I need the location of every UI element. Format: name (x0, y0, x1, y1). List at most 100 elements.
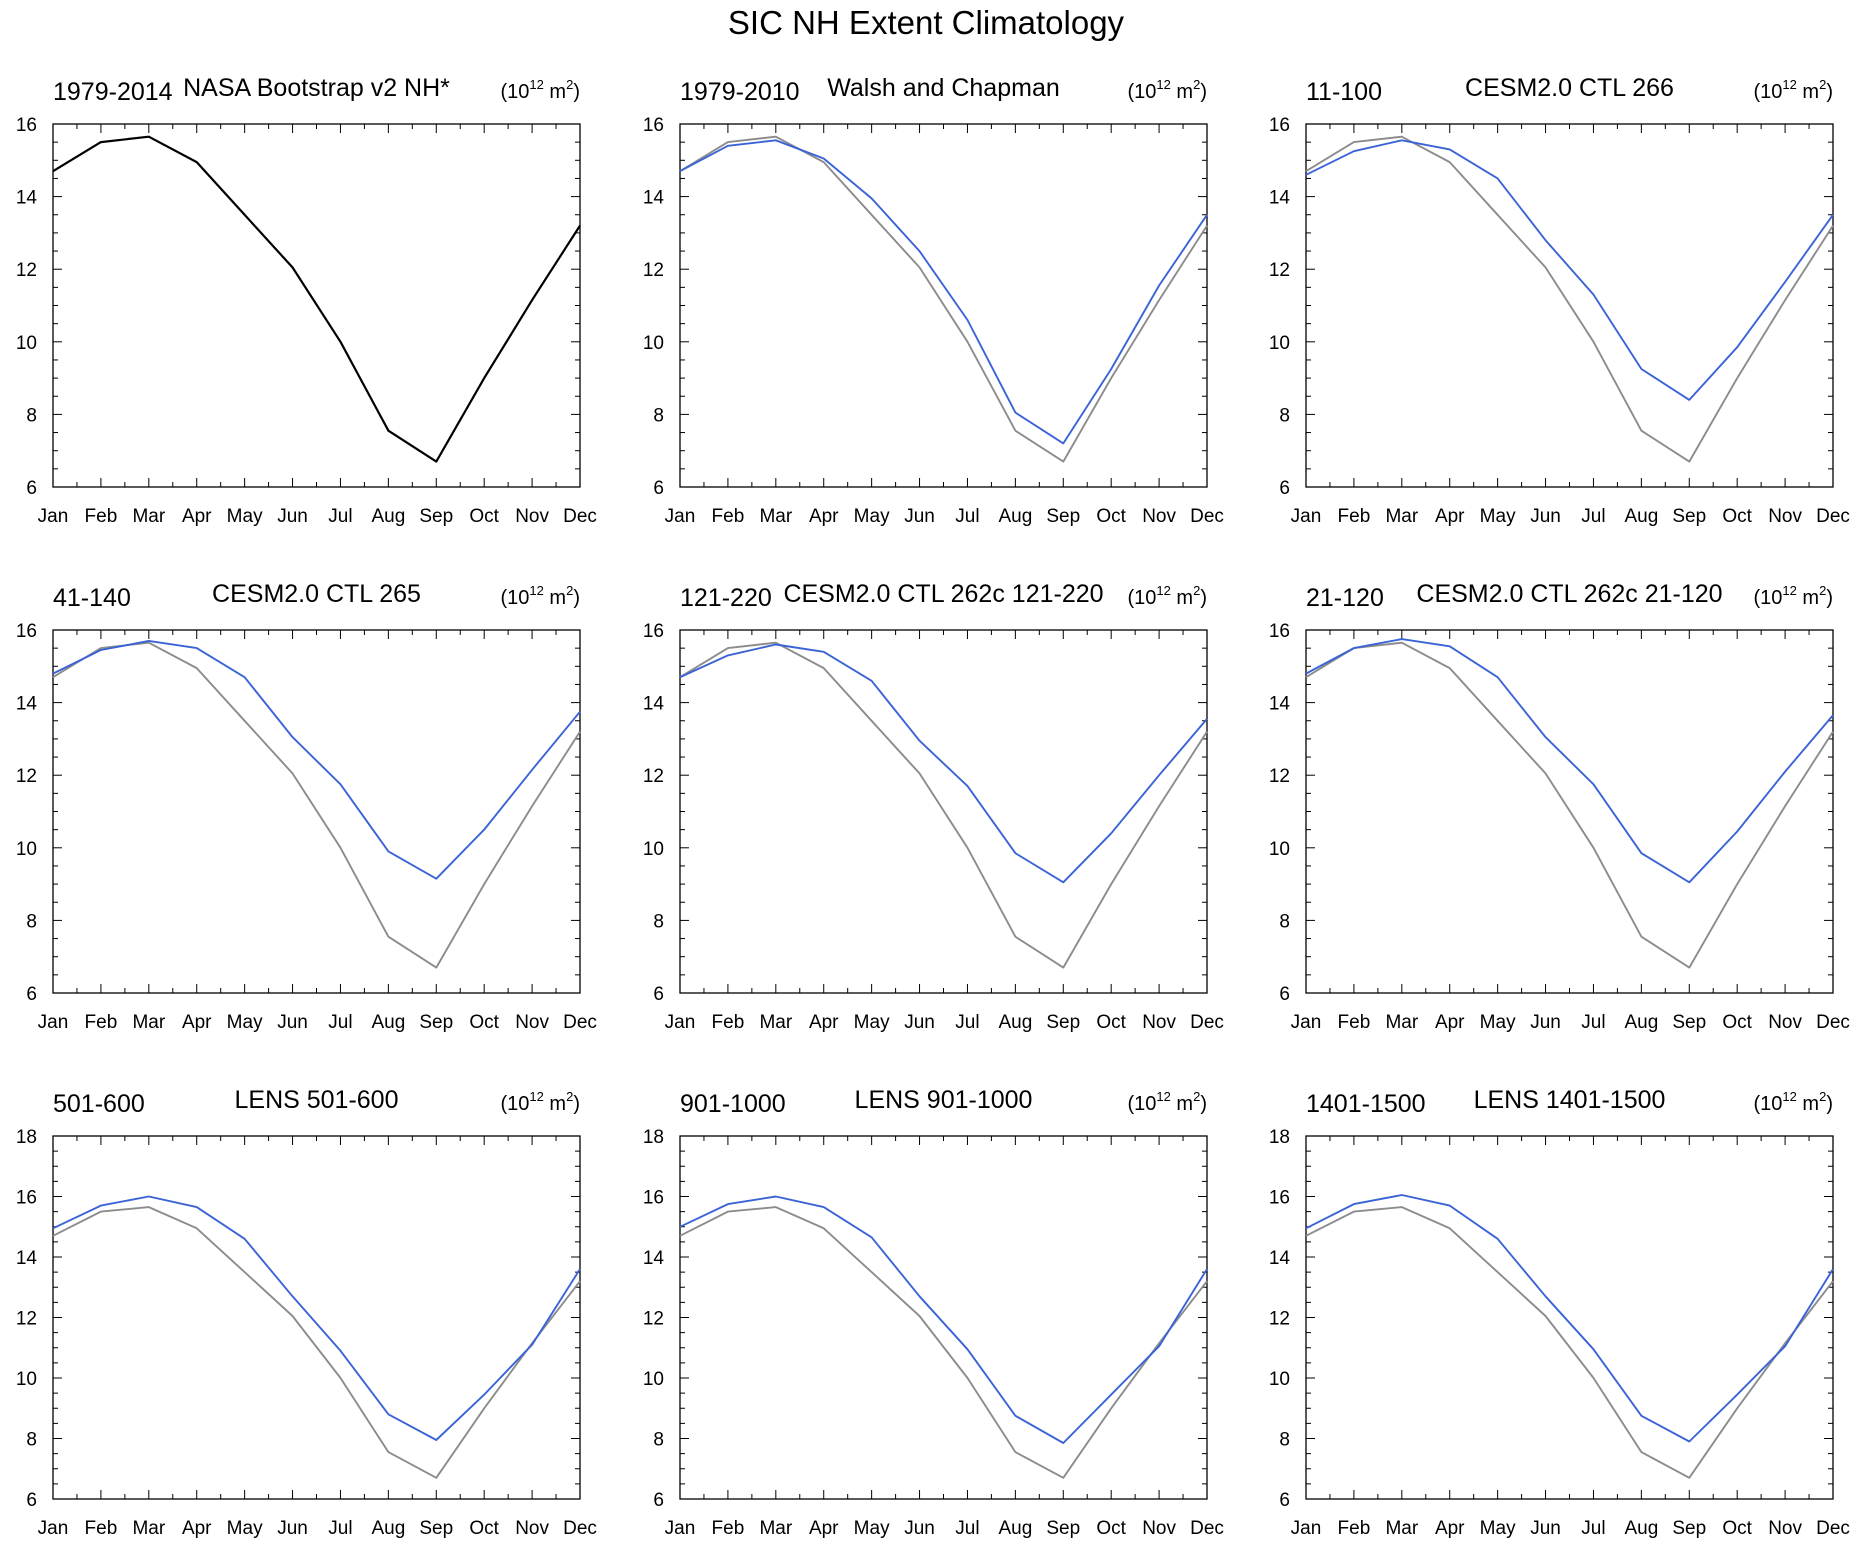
series-line-ref (1305, 641, 1834, 969)
x-tick-label: Jun (1530, 506, 1561, 527)
x-tick-label: Jul (328, 1518, 352, 1539)
y-tick-label: 14 (16, 188, 38, 209)
axis-ticks (679, 629, 1208, 994)
x-tick-label: Aug (998, 1012, 1032, 1033)
y-tick-label: 10 (16, 1369, 37, 1390)
x-tick-label: Jul (955, 1518, 979, 1539)
axis-ticks (52, 1135, 581, 1500)
x-tick-label: Dec (563, 1012, 597, 1033)
y-tick-label: 8 (653, 1430, 664, 1451)
x-tick-label: May (1480, 506, 1516, 527)
y-tick-label: 10 (643, 839, 664, 860)
x-tick-label: Aug (1624, 1012, 1658, 1033)
x-tick-label: Apr (182, 1012, 212, 1033)
x-tick-label: Mar (132, 506, 165, 527)
panel-period-label: 901-1000 (680, 1090, 786, 1118)
series-line-model (1305, 1194, 1834, 1443)
x-tick-label: Sep (1672, 506, 1706, 527)
y-tick-label: 8 (1279, 911, 1290, 932)
y-tick-label: 8 (26, 1430, 37, 1451)
plot-frame (1305, 1135, 1834, 1500)
x-tick-label: Sep (1046, 1012, 1080, 1033)
x-tick-label: Feb (1338, 1012, 1371, 1033)
x-tick-label: Nov (1142, 1012, 1176, 1033)
panel-units-label: (1012 m2) (501, 1089, 581, 1115)
x-tick-label: Apr (1435, 1012, 1465, 1033)
x-tick-label: Jul (955, 506, 979, 527)
y-tick-label: 12 (16, 766, 37, 787)
panel-title: CESM2.0 CTL 265 (212, 580, 421, 608)
y-tick-label: 14 (643, 188, 665, 209)
y-tick-label: 16 (643, 115, 664, 136)
axis-ticks (1305, 629, 1834, 994)
y-tick-label: 6 (26, 984, 37, 1005)
x-tick-label: Aug (371, 1012, 405, 1033)
series-line-model (52, 1195, 581, 1441)
x-tick-label: Mar (759, 506, 792, 527)
x-tick-label: Aug (371, 1518, 405, 1539)
series-line-model (1305, 638, 1834, 884)
x-tick-label: Nov (515, 506, 549, 527)
x-tick-label: Apr (809, 1012, 839, 1033)
x-tick-label: Jan (665, 506, 696, 527)
x-tick-label: Oct (469, 1012, 499, 1033)
panel-title: NASA Bootstrap v2 NH* (183, 74, 450, 102)
panel-9: 1401-1500 LENS 1401-1500 (1012 m2) 6 8 10 12 14… (1269, 1086, 1850, 1539)
y-tick-label: 8 (653, 911, 664, 932)
panel-units-label: (1012 m2) (501, 583, 581, 609)
x-tick-label: Mar (1385, 506, 1418, 527)
y-tick-label: 10 (1269, 333, 1290, 354)
panel-title: LENS 501-600 (234, 1086, 398, 1114)
y-tick-label: 14 (1269, 188, 1291, 209)
x-tick-label: Jul (328, 506, 352, 527)
x-tick-label: May (854, 1518, 890, 1539)
x-tick-label: May (227, 1012, 263, 1033)
y-tick-label: 10 (16, 839, 37, 860)
series-line-ref (52, 641, 581, 969)
y-tick-label: 18 (643, 1127, 664, 1148)
x-tick-label: Jan (665, 1518, 696, 1539)
x-tick-label: Nov (1768, 506, 1802, 527)
x-tick-label: Sep (1046, 1518, 1080, 1539)
panel-1: 1979-2014 NASA Bootstrap v2 NH* (1012 m2) 6… (16, 74, 597, 527)
y-tick-label: 14 (643, 1248, 665, 1269)
x-tick-label: Dec (1816, 1518, 1850, 1539)
x-tick-label: Feb (1338, 1518, 1371, 1539)
y-tick-label: 12 (16, 260, 37, 281)
axis-ticks (1305, 123, 1834, 488)
y-tick-label: 16 (643, 621, 664, 642)
plot-frame (679, 1135, 1208, 1500)
x-tick-label: May (854, 506, 890, 527)
x-tick-label: Jan (38, 506, 69, 527)
x-tick-label: Jan (665, 1012, 696, 1033)
y-tick-label: 12 (1269, 766, 1290, 787)
series-line-ref (1305, 1206, 1834, 1479)
y-tick-label: 12 (1269, 1309, 1290, 1330)
panel-title: Walsh and Chapman (827, 74, 1060, 102)
panel-3: 11-100 CESM2.0 CTL 266 (1012 m2) 6 8 10 12 14 16… (1269, 74, 1850, 527)
y-tick-label: 12 (1269, 260, 1290, 281)
panel-units-label: (1012 m2) (1754, 583, 1834, 609)
y-tick-label: 6 (26, 1490, 37, 1511)
panel-2: 1979-2010 Walsh and Chapman (1012 m2) 6 8 10 1… (643, 74, 1224, 527)
y-tick-label: 10 (16, 333, 37, 354)
x-tick-label: Mar (132, 1518, 165, 1539)
x-tick-label: Apr (809, 506, 839, 527)
panel-8: 901-1000 LENS 901-1000 (1012 m2) 6 8 10 12 14 16… (643, 1086, 1224, 1539)
y-tick-label: 10 (643, 333, 664, 354)
y-tick-label: 16 (1269, 621, 1290, 642)
x-tick-label: Mar (1385, 1518, 1418, 1539)
y-tick-label: 14 (16, 1248, 38, 1269)
y-tick-label: 14 (1269, 1248, 1291, 1269)
x-tick-label: May (1480, 1518, 1516, 1539)
panel-title: LENS 901-1000 (855, 1086, 1033, 1114)
panel-title: CESM2.0 CTL 262c 21-120 (1416, 580, 1722, 608)
x-tick-label: Jul (1581, 1518, 1605, 1539)
x-tick-label: Jun (277, 506, 308, 527)
panel-units-label: (1012 m2) (1754, 77, 1834, 103)
x-tick-label: Oct (1722, 1518, 1752, 1539)
x-tick-label: Feb (712, 506, 745, 527)
panel-units-label: (1012 m2) (1128, 77, 1208, 103)
y-tick-label: 18 (16, 1127, 37, 1148)
